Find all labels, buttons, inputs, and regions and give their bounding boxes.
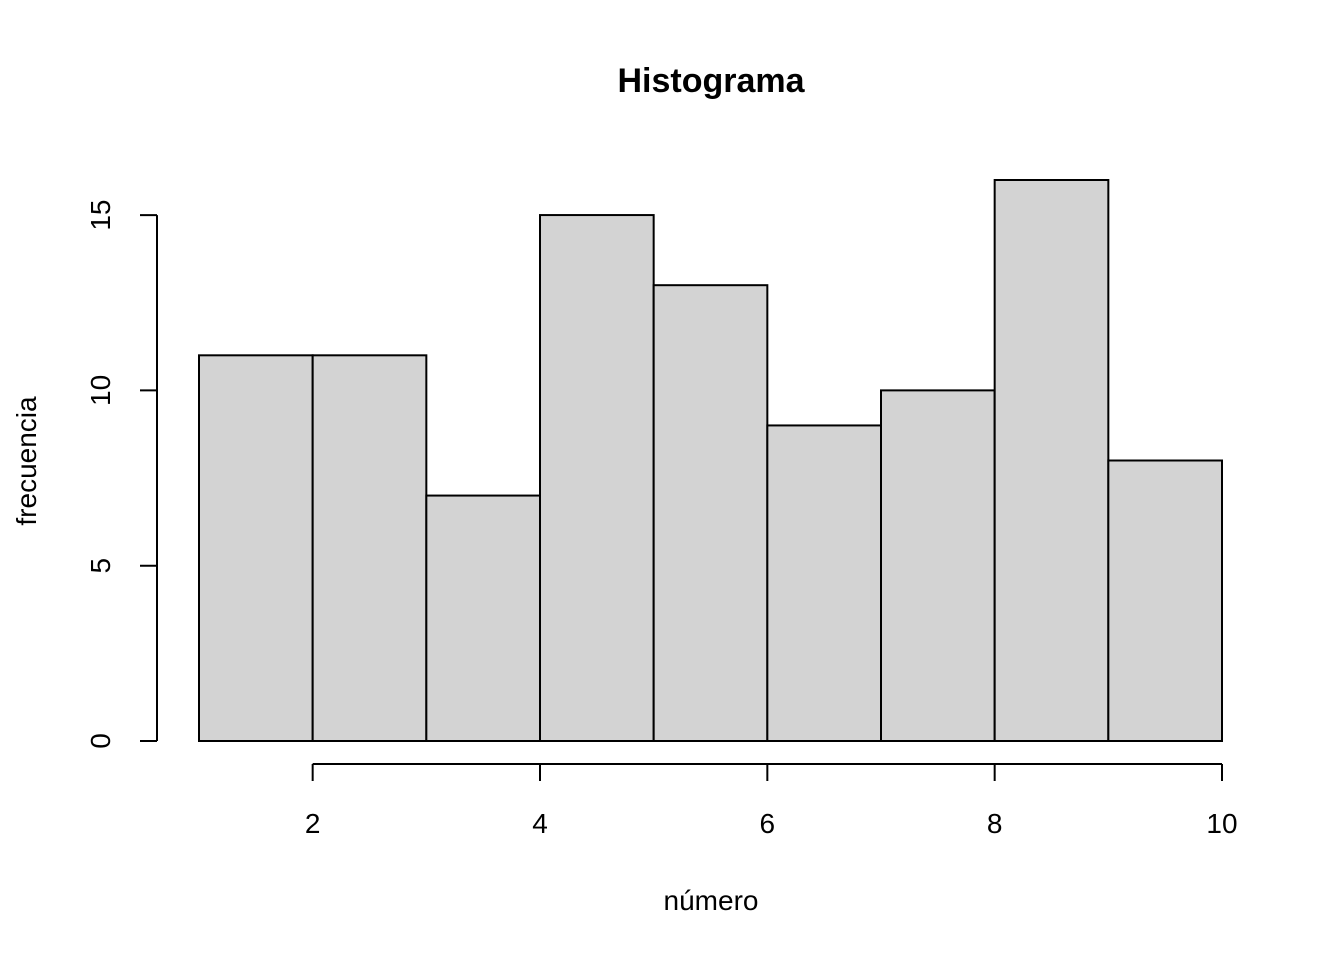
y-tick-label: 15 <box>85 199 116 230</box>
y-tick-label: 5 <box>85 558 116 574</box>
histogram-bar-8 <box>993 179 1110 742</box>
x-axis-label: número <box>664 885 759 916</box>
x-tick-label: 2 <box>305 808 321 839</box>
histogram-bar-3 <box>425 494 542 742</box>
y-tick-label: 0 <box>85 733 116 749</box>
histogram-bar-7 <box>880 389 996 742</box>
histogram-bar-5 <box>652 284 769 742</box>
x-tick-label: 10 <box>1206 808 1237 839</box>
y-axis: 0 5 10 15 <box>85 199 158 749</box>
histogram-bar-1 <box>198 354 314 742</box>
x-tick-label: 6 <box>760 808 776 839</box>
bars-group <box>198 179 1224 742</box>
histogram-bar-4 <box>539 214 655 742</box>
y-tick-label: 10 <box>85 375 116 406</box>
x-tick-label: 8 <box>987 808 1003 839</box>
chart-title: Histograma <box>617 62 805 100</box>
y-axis-label: frecuencia <box>11 396 42 526</box>
histogram-bar-6 <box>766 424 882 742</box>
histogram-bar-9 <box>1107 459 1224 742</box>
x-tick-label: 4 <box>532 808 548 839</box>
histogram-bar-2 <box>311 354 428 742</box>
x-axis: 2 4 6 8 10 <box>305 763 1238 839</box>
